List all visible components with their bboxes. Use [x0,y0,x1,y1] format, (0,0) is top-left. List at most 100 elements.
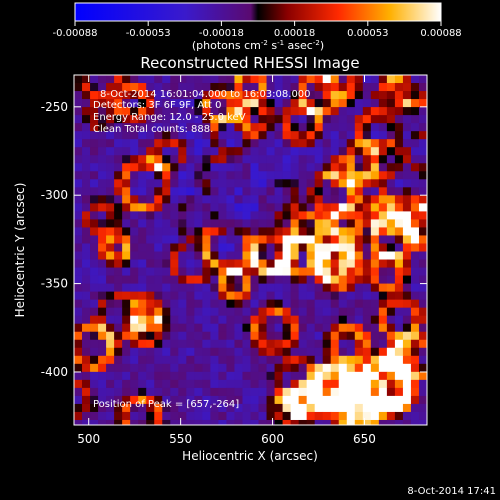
heatmap-cell [130,419,139,425]
heatmap-cell [202,131,211,140]
heatmap-cell [314,411,324,421]
heatmap-cell [394,395,404,405]
heatmap-cell [258,219,267,228]
heatmap-cell [418,107,427,116]
heatmap-cell [138,403,147,413]
heatmap-cell [122,307,131,317]
heatmap-cell [170,259,179,268]
heatmap-cell [170,395,179,405]
heatmap-cell [274,251,283,260]
heatmap-cell [322,419,332,425]
heatmap-cell [298,419,308,425]
heatmap-cell [362,419,372,425]
heatmap-cell [234,163,243,172]
heatmap-cell [90,315,99,325]
heatmap-cell [394,331,404,341]
heatmap-cell [370,107,380,116]
heatmap-cell [354,203,364,212]
heatmap-cell [170,123,179,132]
heatmap-cell [394,83,404,92]
heatmap-cell [338,339,348,349]
heatmap-cell [186,395,195,405]
heatmap-cell [114,91,123,100]
heatmap-cell [186,155,195,164]
heatmap-cell [306,315,316,325]
heatmap-cell [146,131,155,140]
heatmap-cell [186,379,195,389]
heatmap-cell [194,107,203,116]
heatmap-cell [98,339,107,349]
heatmap-cell [362,219,372,228]
heatmap-cell [106,275,115,284]
heatmap-cell [370,171,380,180]
heatmap-cell [154,355,163,365]
heatmap-cell [98,179,107,188]
heatmap-cell [266,275,275,284]
heatmap-cell [130,403,139,413]
heatmap-cell [226,187,235,196]
heatmap-cell [194,275,203,284]
heatmap-cell [418,99,427,108]
heatmap-cell [402,155,412,164]
heatmap-cell [74,91,83,100]
heatmap-cell [154,83,163,92]
heatmap-cell [162,139,171,148]
heatmap-cell [170,195,179,204]
heatmap-cell [202,163,211,172]
heatmap-cell [98,379,107,389]
heatmap-cell [322,131,332,140]
heatmap-cell [394,179,404,188]
heatmap-cell [106,307,115,317]
heatmap-cell [202,347,211,357]
heatmap-cell [266,395,275,405]
heatmap-cell [162,299,171,309]
heatmap-cell [114,155,123,164]
heatmap-cell [282,323,292,333]
heatmap-cell [242,387,251,397]
heatmap-cell [306,371,316,381]
heatmap-cell [154,371,163,381]
heatmap-cell [290,371,300,381]
heatmap-cell [146,283,155,293]
heatmap-cell [122,115,131,124]
heatmap-cell [386,219,396,228]
heatmap-cell [194,291,203,301]
heatmap-cell [346,131,356,140]
y-tick-label: -400 [41,365,68,379]
heatmap-cell [178,179,187,188]
heatmap-cell [178,331,187,341]
heatmap-cell [402,291,412,301]
heatmap-cell [290,411,300,421]
heatmap-cell [266,123,275,132]
heatmap-cell [362,411,372,421]
heatmap-cell [146,363,155,373]
heatmap-cell [362,107,372,116]
heatmap-cell [282,195,292,204]
heatmap-cell [178,211,187,220]
heatmap-cell [346,91,356,100]
heatmap-cell [162,347,171,357]
heatmap-cell [410,283,420,293]
heatmap-cell [82,123,91,132]
heatmap-cell [282,131,292,140]
heatmap-cell [394,267,404,276]
heatmap-cell [338,227,348,236]
heatmap-cell [114,83,123,92]
heatmap-cell [218,419,227,425]
heatmap-cell [226,411,235,421]
heatmap-cell [106,291,115,301]
heatmap-cell [226,339,235,349]
heatmap-cell [218,307,227,317]
heatmap-cell [322,83,332,92]
heatmap-cell [410,131,420,140]
heatmap-cell [226,387,235,397]
heatmap-cell [218,179,227,188]
heatmap-cell [226,139,235,148]
heatmap-cell [378,387,388,397]
heatmap-cell [234,123,243,132]
heatmap-cell [370,283,380,293]
heatmap-cell [186,123,195,132]
heatmap-cell [226,371,235,381]
heatmap-cell [274,379,283,389]
heatmap-cell [146,299,155,309]
